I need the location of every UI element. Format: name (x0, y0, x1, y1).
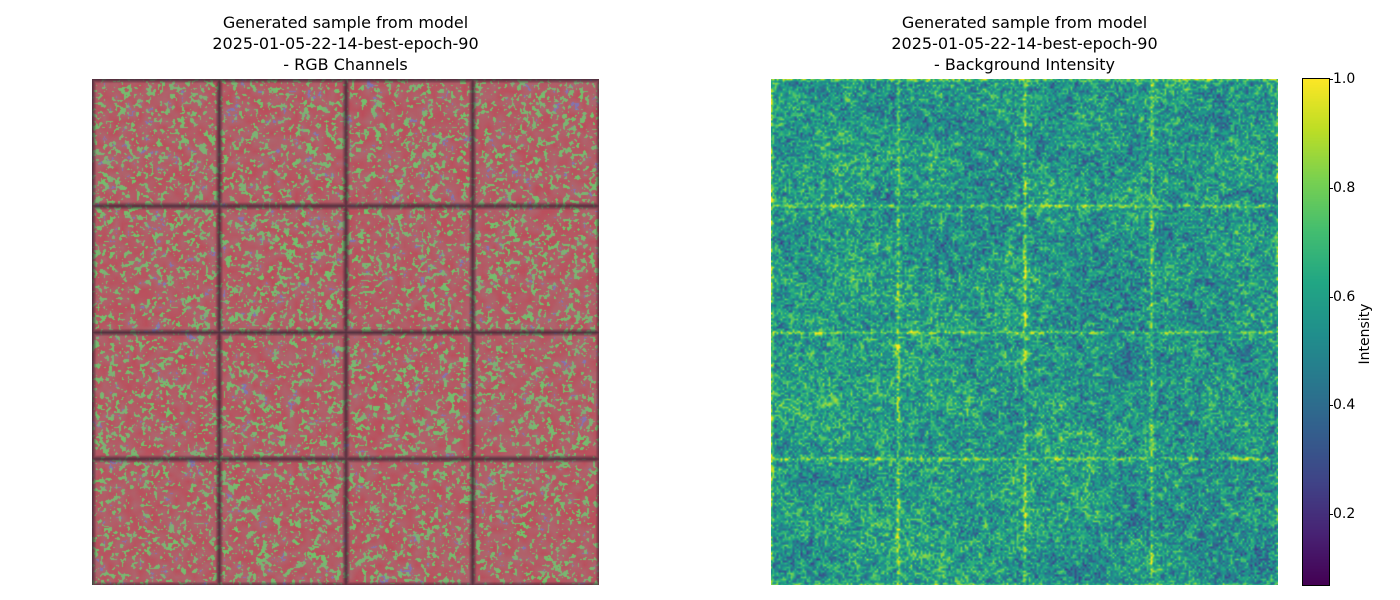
colorbar-tick: 0.2 (1328, 506, 1356, 523)
colorbar-tick: 0.8 (1328, 179, 1356, 196)
colorbar-label: Intensity (1357, 303, 1373, 365)
rgb-channels-image (92, 79, 599, 585)
intensity-panel-title: Generated sample from model 2025-01-05-2… (891, 13, 1158, 74)
colorbar-tick: 0.4 (1328, 397, 1356, 414)
colorbar-tick: 1.0 (1328, 71, 1356, 87)
intensity-colorbar (1302, 78, 1330, 586)
colorbar-tick: 0.6 (1328, 288, 1356, 305)
rgb-panel-title: Generated sample from model 2025-01-05-2… (212, 13, 479, 74)
background-intensity-image (771, 79, 1278, 585)
